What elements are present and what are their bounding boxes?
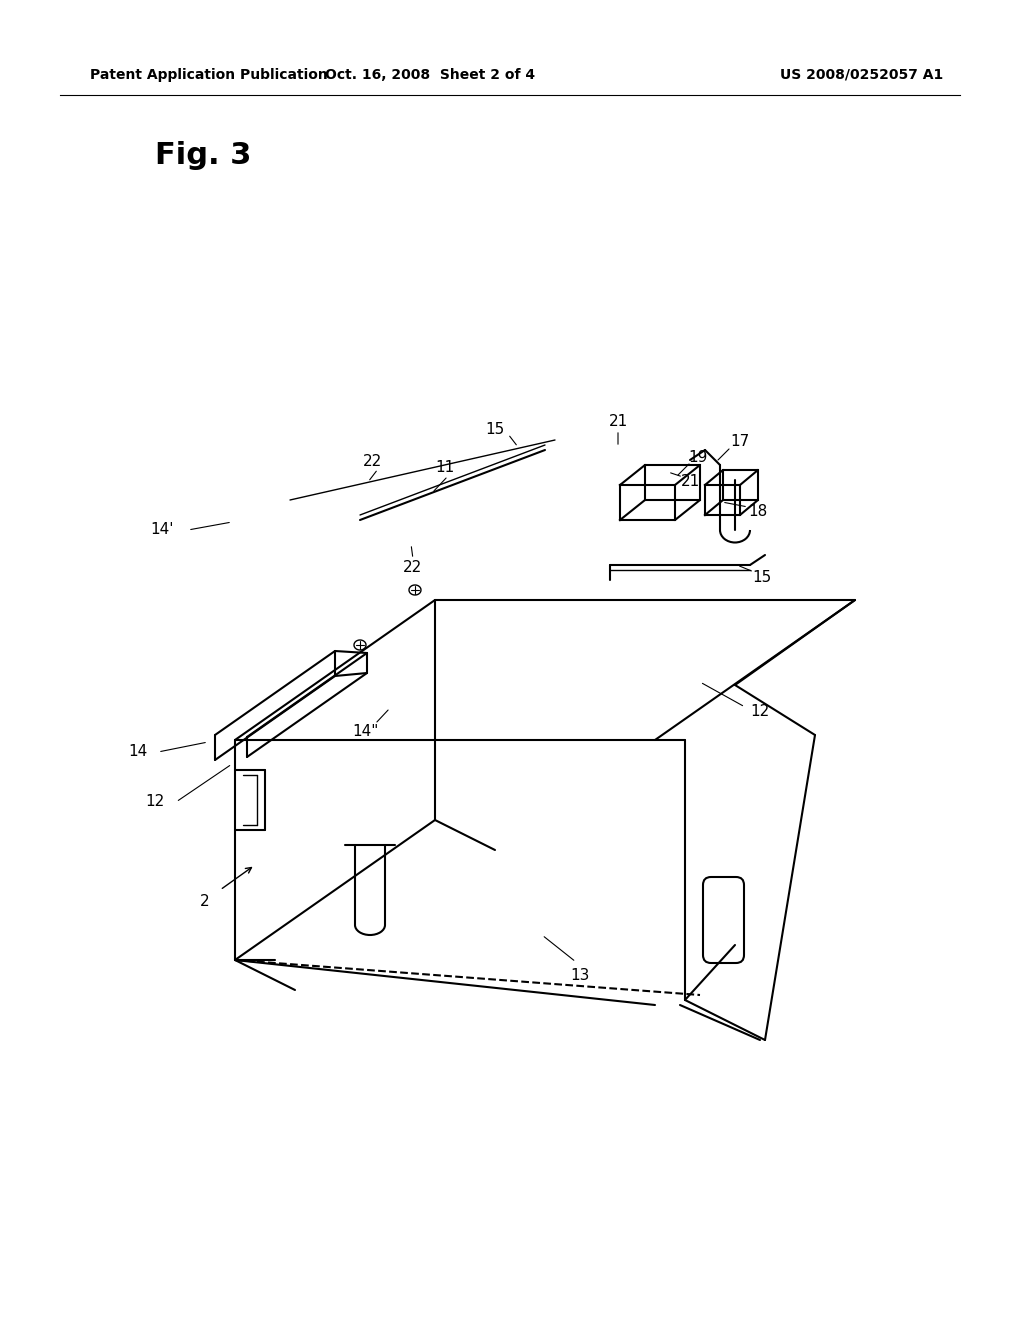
Text: Oct. 16, 2008  Sheet 2 of 4: Oct. 16, 2008 Sheet 2 of 4 [325,69,536,82]
Text: 11: 11 [435,461,455,475]
Text: 15: 15 [753,569,772,585]
Text: 18: 18 [749,504,768,520]
Text: 14: 14 [128,744,147,759]
Text: Patent Application Publication: Patent Application Publication [90,69,328,82]
Text: 22: 22 [403,560,423,574]
Text: 22: 22 [362,454,382,470]
Text: 15: 15 [485,422,505,437]
Text: 21: 21 [680,474,699,490]
Text: 13: 13 [570,968,590,982]
Text: Fig. 3: Fig. 3 [155,140,251,169]
Text: 19: 19 [688,450,708,465]
Text: 12: 12 [751,705,770,719]
Text: 17: 17 [730,434,750,450]
Text: 2: 2 [200,895,210,909]
Text: US 2008/0252057 A1: US 2008/0252057 A1 [780,69,943,82]
Text: 12: 12 [145,795,165,809]
Text: 21: 21 [608,414,628,429]
Text: 14": 14" [352,725,378,739]
Text: 14': 14' [151,523,174,537]
